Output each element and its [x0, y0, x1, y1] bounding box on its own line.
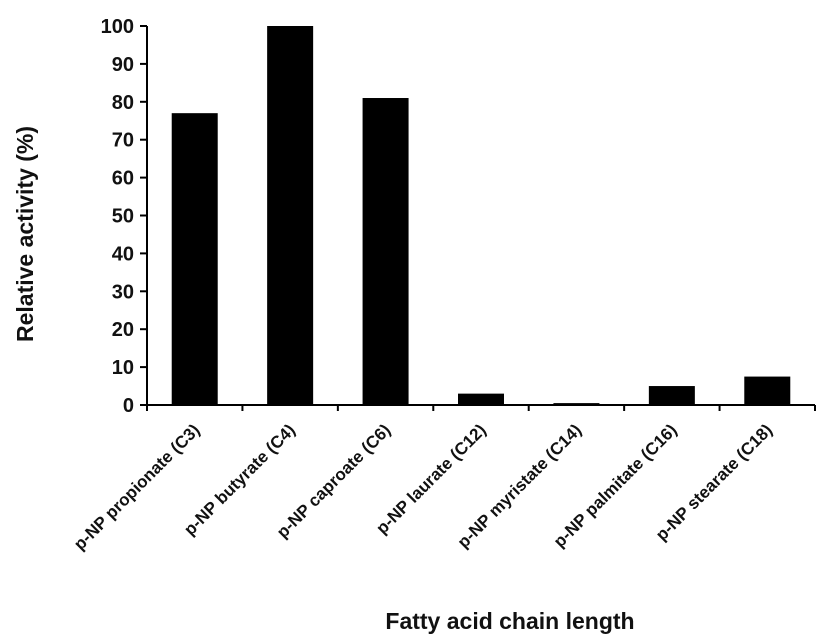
y-tick-label: 70	[112, 130, 134, 152]
y-tick-label: 20	[112, 319, 134, 341]
x-ticks-group: p-NP propionate (C3)p-NP butyrate (C4)p-…	[70, 405, 816, 554]
y-tick-label: 90	[112, 54, 134, 76]
x-category-label: p-NP propionate (C3)	[70, 420, 203, 553]
bar	[744, 376, 791, 405]
bar	[458, 393, 504, 405]
y-tick-label: 100	[101, 16, 134, 38]
y-tick-label: 80	[112, 92, 134, 114]
y-tick-label: 10	[112, 357, 134, 379]
y-ticks-group: 0 10 20 30 40 50 60 70 80 90 100	[101, 16, 147, 417]
x-axis-title: Fatty acid chain length	[385, 608, 634, 634]
bar	[267, 26, 314, 405]
bars-group	[171, 26, 791, 406]
y-tick-label: 40	[112, 243, 134, 265]
bar	[362, 98, 409, 405]
y-tick-label: 0	[123, 395, 134, 417]
y-tick-label: 60	[112, 168, 134, 190]
bar	[648, 386, 695, 405]
y-tick-label: 30	[112, 281, 134, 303]
y-tick-label: 50	[112, 206, 134, 228]
y-axis-title: Relative activity (%)	[12, 126, 38, 342]
bar	[171, 113, 218, 406]
